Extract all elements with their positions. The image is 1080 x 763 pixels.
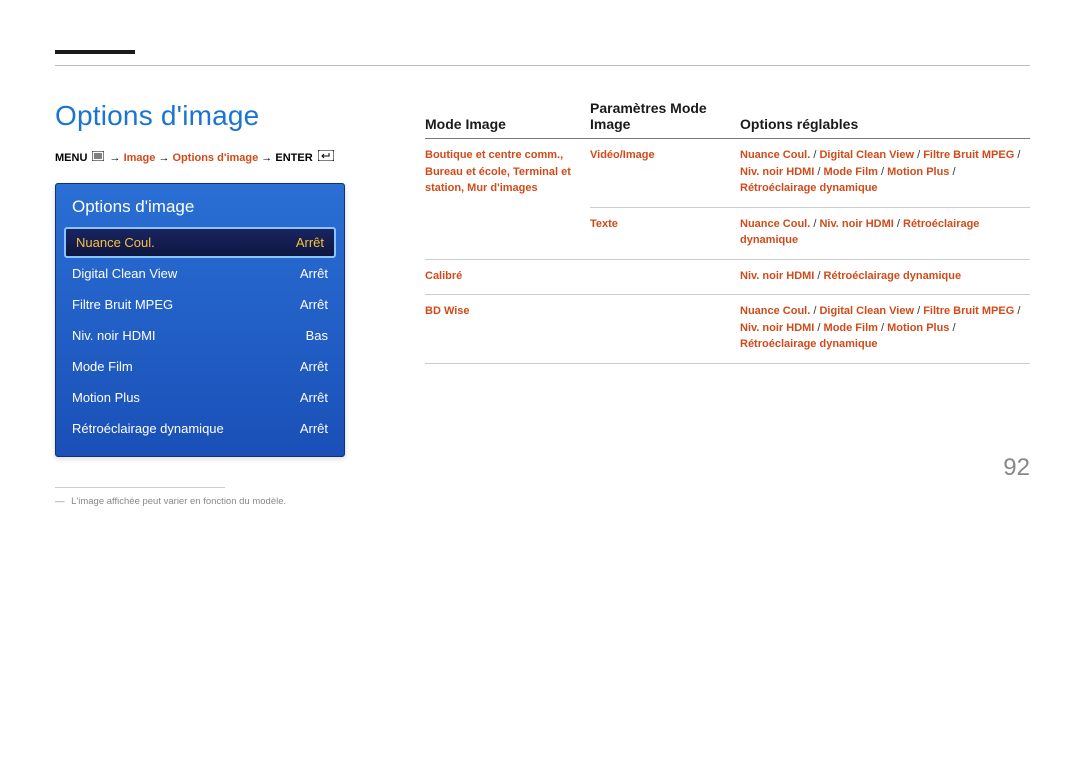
options-table: Mode Image Paramètres Mode Image Options… — [425, 100, 1030, 364]
breadcrumb-arrow: → — [261, 152, 275, 164]
breadcrumb-image: Image — [124, 152, 156, 164]
table-cell-params: Texte — [590, 207, 740, 259]
menu-row-label: Nuance Coul. — [76, 235, 155, 250]
menu-row[interactable]: Motion Plus Arrêt — [56, 382, 344, 413]
menu-row-value: Arrêt — [300, 266, 328, 281]
table-cell-mode: BD Wise — [425, 295, 590, 364]
breadcrumb-enter: ENTER — [275, 152, 312, 164]
page-number: 92 — [1003, 454, 1030, 482]
menu-panel-title: Options d'image — [56, 184, 344, 227]
table-cell-mode: Boutique et centre comm.,Bureau et école… — [425, 139, 590, 260]
menu-panel: Options d'image Nuance Coul.ArrêtDigital… — [55, 183, 345, 457]
table-header-mode: Mode Image — [425, 100, 590, 139]
menu-row-label: Rétroéclairage dynamique — [72, 421, 224, 436]
menu-row[interactable]: Mode Film Arrêt — [56, 351, 344, 382]
content-area: Options d'image MENU → Image → Options d… — [55, 65, 1030, 507]
menu-row[interactable]: Digital Clean View Arrêt — [56, 258, 344, 289]
menu-row-label: Digital Clean View — [72, 266, 177, 281]
table-header-row: Mode Image Paramètres Mode Image Options… — [425, 100, 1030, 139]
table-row: BD Wise Nuance Coul. / Digital Clean View… — [425, 295, 1030, 364]
table-cell-options: Nuance Coul. / Digital Clean View / Filt… — [740, 139, 1030, 208]
footnote-rule — [55, 487, 225, 488]
footnote-dash: ― — [55, 496, 65, 507]
menu-row-value: Arrêt — [296, 235, 324, 250]
enter-icon — [318, 150, 334, 166]
footnote: ― L'image affichée peut varier en foncti… — [55, 496, 395, 507]
table-cell-options: Nuance Coul. / Digital Clean View / Filt… — [740, 295, 1030, 364]
breadcrumb-arrow: → — [110, 152, 124, 164]
menu-row-label: Niv. noir HDMI — [72, 328, 156, 343]
menu-rows-container: Nuance Coul. Arrêt Digital Clean View Arrêt… — [56, 227, 344, 444]
table-cell-params — [590, 259, 740, 295]
menu-row-label: Filtre Bruit MPEG — [72, 297, 173, 312]
breadcrumb: MENU → Image → Options d'image → ENTER — [55, 150, 395, 167]
breadcrumb-menu: MENU — [55, 152, 87, 164]
table-row: Boutique et centre comm.,Bureau et école… — [425, 139, 1030, 208]
menu-row[interactable]: Rétroéclairage dynamique Arrêt — [56, 413, 344, 444]
table-cell-options: Niv. noir HDMI / Rétroéclairage dynamiqu… — [740, 259, 1030, 295]
menu-row[interactable]: Niv. noir HDMI Bas — [56, 320, 344, 351]
document-page: Options d'image MENU → Image → Options d… — [0, 0, 1080, 507]
menu-row-value: Arrêt — [300, 297, 328, 312]
breadcrumb-options: Options d'image — [173, 152, 259, 164]
menu-row-value: Arrêt — [300, 390, 328, 405]
menu-row[interactable]: Nuance Coul. Arrêt — [64, 227, 336, 258]
table-body: Boutique et centre comm.,Bureau et école… — [425, 139, 1030, 364]
breadcrumb-arrow: → — [158, 152, 172, 164]
menu-row[interactable]: Filtre Bruit MPEG Arrêt — [56, 289, 344, 320]
table-cell-params: Vidéo/Image — [590, 139, 740, 208]
menu-row-value: Arrêt — [300, 421, 328, 436]
header-rule — [55, 65, 1030, 66]
footnote-text: L'image affichée peut varier en fonction… — [71, 496, 286, 507]
table-header-options: Options réglables — [740, 100, 1030, 139]
header-accent-bar — [55, 50, 135, 54]
table-header-params: Paramètres Mode Image — [590, 100, 740, 139]
table-row: Calibré Niv. noir HDMI / Rétroéclairage d… — [425, 259, 1030, 295]
table-cell-mode: Calibré — [425, 259, 590, 295]
page-title: Options d'image — [55, 100, 395, 132]
table-cell-params — [590, 295, 740, 364]
menu-row-label: Motion Plus — [72, 390, 140, 405]
menu-row-value: Arrêt — [300, 359, 328, 374]
table-cell-options: Nuance Coul. / Niv. noir HDMI / Rétroécl… — [740, 207, 1030, 259]
menu-row-value: Bas — [306, 328, 328, 343]
left-column: Options d'image MENU → Image → Options d… — [55, 100, 425, 507]
right-column: Mode Image Paramètres Mode Image Options… — [425, 100, 1030, 507]
menu-row-label: Mode Film — [72, 359, 133, 374]
menu-icon — [92, 151, 104, 166]
